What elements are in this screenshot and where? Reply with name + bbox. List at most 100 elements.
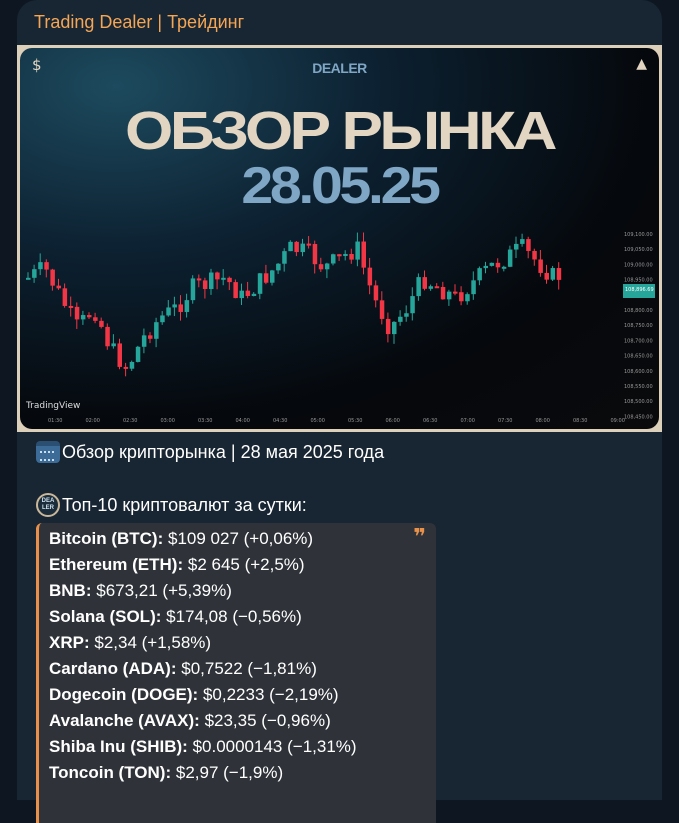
candle-body — [56, 285, 61, 289]
time-tick: 02:00 — [86, 418, 100, 424]
candle-body — [300, 243, 305, 253]
candle-body — [26, 277, 31, 280]
coin-name: Cardano (ADA): — [49, 659, 177, 678]
time-tick: 04:30 — [273, 418, 287, 424]
candle-body — [160, 315, 165, 323]
banner-date: 28.05.25 — [241, 157, 441, 215]
candle-body — [172, 304, 177, 308]
price-tick: 108,450.00 — [624, 414, 653, 420]
price-tick: 108,550.00 — [624, 384, 653, 390]
candle-body — [306, 243, 312, 246]
candle-body — [520, 239, 525, 244]
coin-name: Dogecoin (DOGE): — [49, 685, 199, 704]
candle-body — [312, 244, 318, 265]
candle-body — [550, 268, 556, 280]
candle-body — [349, 253, 354, 260]
coin-value: $673,21 (+5,39%) — [96, 581, 232, 600]
candle-body — [514, 243, 519, 250]
coin-name: XRP: — [49, 633, 90, 652]
brand-logo: DEALER — [312, 60, 367, 76]
candle-body — [446, 291, 452, 300]
candle-body — [459, 292, 464, 302]
candle-body — [337, 254, 342, 257]
candle-body — [434, 286, 440, 289]
coin-row: Dogecoin (DOGE): $0,2233 (−2,19%) — [49, 682, 436, 708]
candle-body — [68, 305, 74, 308]
triangle-icon: ▲ — [636, 56, 647, 72]
candle-body — [398, 316, 403, 322]
coin-value: $2 645 (+2,5%) — [187, 555, 305, 574]
candle-body — [495, 262, 501, 268]
market-review-banner: $ DEALER ▲ ОБЗОР РЫНКА 28.05.25 109,100.… — [20, 48, 659, 429]
candle-body — [507, 249, 513, 267]
time-tick: 03:30 — [198, 418, 212, 424]
coin-value: $2,34 (+1,58%) — [94, 633, 212, 652]
coin-quote-block: ❞ Bitcoin (BTC): $109 027 (+0,06%) Ethere… — [36, 523, 436, 823]
coin-value: $2,97 (−1,9%) — [175, 763, 284, 782]
candle-body — [80, 315, 86, 320]
coin-row: Shiba Inu (SHIB): $0.0000143 (−1,31%) — [49, 734, 436, 760]
candle-body — [544, 272, 549, 280]
coin-name: Bitcoin (BTC): — [49, 529, 164, 548]
candle-body — [38, 262, 43, 270]
dealer-logo-icon: DEA LER — [36, 493, 60, 517]
candle-body — [105, 326, 110, 347]
candle-body — [178, 304, 183, 312]
coin-row: Toncoin (TON): $2,97 (−1,9%) — [49, 760, 436, 786]
price-tick: 109,000.00 — [624, 262, 653, 268]
candle-body — [184, 300, 190, 312]
coin-name: Ethereum (ETH): — [49, 555, 184, 574]
message-image[interactable]: $ DEALER ▲ ОБЗОР РЫНКА 28.05.25 109,100.… — [17, 45, 662, 432]
price-tick: 108,500.00 — [624, 399, 653, 405]
time-tick: 06:30 — [423, 418, 437, 424]
candle-body — [129, 361, 135, 369]
candle-body — [196, 278, 202, 281]
candle-body — [154, 322, 159, 339]
price-tick: 108,700.00 — [624, 338, 653, 344]
candle-body — [282, 251, 287, 264]
candle-body — [465, 294, 470, 302]
candle-body — [276, 263, 281, 271]
price-tick: 108,600.00 — [624, 369, 653, 375]
candle-body — [263, 273, 269, 283]
candle-body — [166, 307, 171, 316]
candle-body — [44, 262, 49, 270]
candle-body — [209, 272, 214, 289]
candle-body — [233, 282, 238, 299]
candle-body — [489, 262, 495, 266]
coin-row: Ethereum (ETH): $2 645 (+2,5%) — [49, 552, 436, 578]
time-tick: 09:00 — [611, 418, 625, 424]
tradingview-watermark: TradingView — [26, 401, 81, 411]
heading-text: Обзор крипторынка | 28 мая 2025 года — [62, 441, 385, 462]
candle-body — [392, 321, 397, 335]
candle-body — [87, 315, 92, 318]
channel-name[interactable]: Trading Dealer | Трейдинг — [34, 12, 245, 32]
candle-body — [422, 277, 427, 289]
coin-row: Cardano (ADA): $0,7522 (−1,81%) — [49, 656, 436, 682]
candle-body — [453, 291, 458, 294]
time-tick: 01:30 — [48, 418, 62, 424]
candle-body — [123, 366, 129, 369]
price-tag: 108,896.69 — [625, 287, 654, 293]
candle-body — [141, 335, 147, 347]
price-tick: 109,050.00 — [624, 247, 653, 253]
candle-body — [202, 280, 208, 289]
quote-icon: ❞ — [413, 525, 426, 550]
candle-body — [245, 290, 251, 296]
candle-body — [32, 269, 37, 278]
candle-body — [440, 286, 446, 300]
time-tick: 08:00 — [536, 418, 550, 424]
candle-body — [111, 343, 116, 347]
price-tick: 108,750.00 — [624, 323, 653, 329]
time-tick: 06:00 — [386, 418, 400, 424]
dollar-icon: $ — [32, 56, 42, 74]
candle-body — [74, 306, 80, 320]
candle-body — [270, 270, 275, 283]
time-tick: 07:00 — [461, 418, 475, 424]
candle-body — [416, 277, 421, 297]
message-bubble: Trading Dealer | Трейдинг $ DEALER ▲ ОБЗ… — [17, 0, 662, 823]
candle-body — [294, 241, 299, 253]
message-subheading: DEA LER Топ-10 криптовалют за сутки: — [36, 493, 307, 517]
time-tick: 05:00 — [311, 418, 325, 424]
time-tick: 07:30 — [498, 418, 512, 424]
